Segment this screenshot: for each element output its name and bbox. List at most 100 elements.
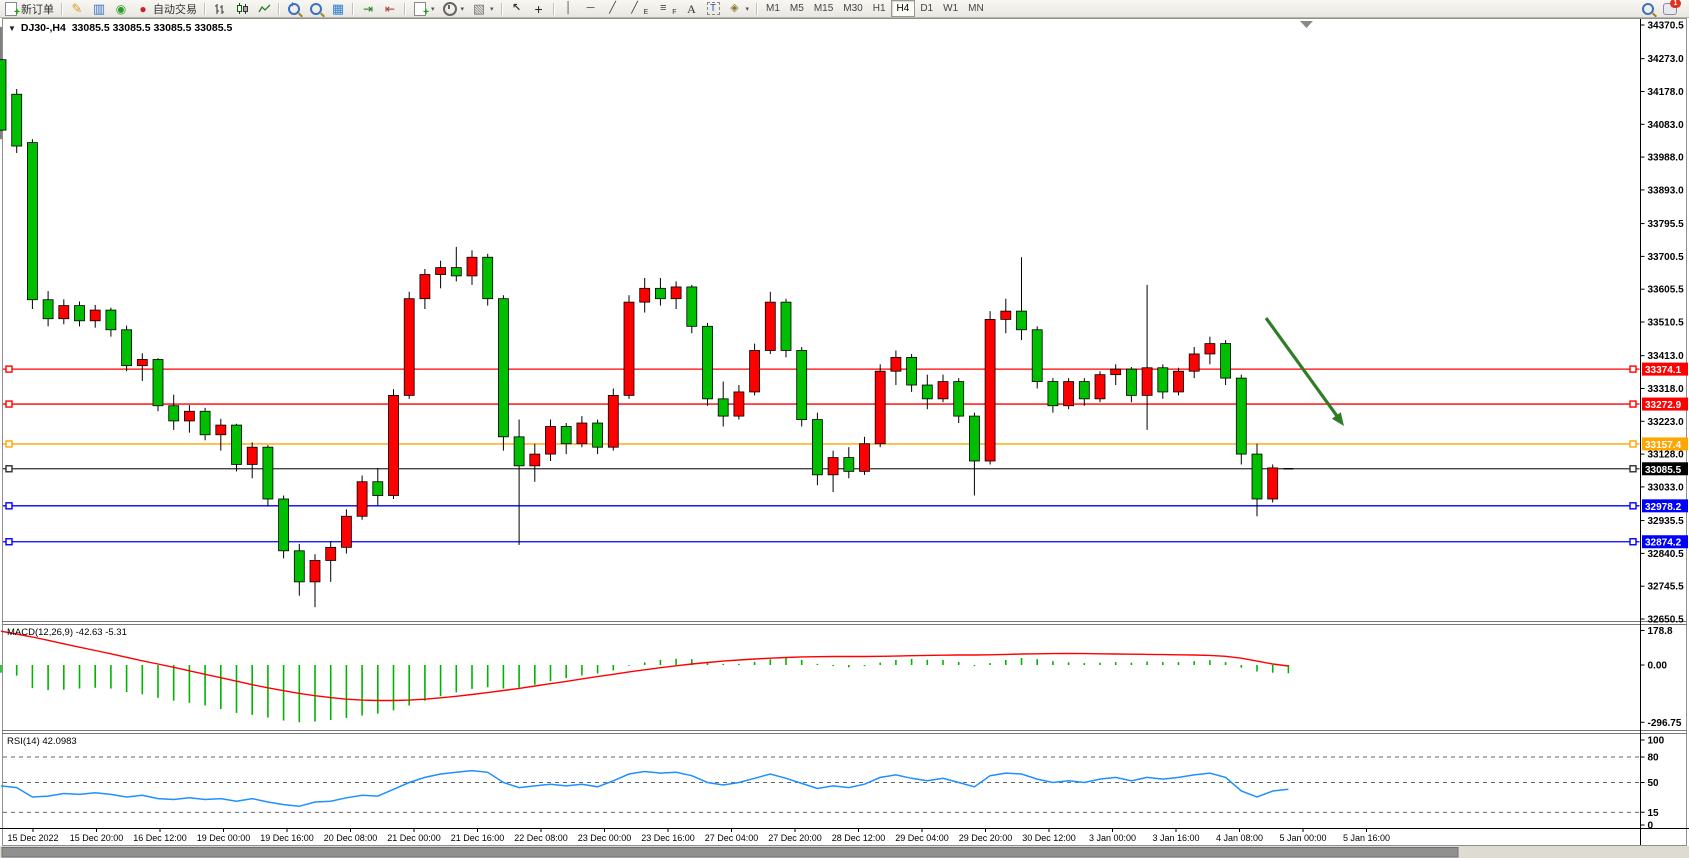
tab-mn[interactable]: MN bbox=[968, 3, 984, 14]
svg-text:33272.9: 33272.9 bbox=[1645, 400, 1682, 411]
notifications-button[interactable]: 1 bbox=[1659, 0, 1681, 16]
macd-signal-line bbox=[0, 630, 1289, 702]
arrows-tool-button[interactable]: ◈ ▾ bbox=[724, 1, 754, 16]
candle bbox=[262, 446, 274, 500]
fibonacci-button[interactable]: ≡ F bbox=[652, 1, 680, 17]
signals-button[interactable]: ◉ bbox=[110, 1, 132, 16]
horizontal-line-button[interactable]: ─ bbox=[580, 1, 602, 16]
candle bbox=[168, 405, 180, 422]
market-watch-button[interactable]: ▥ bbox=[88, 1, 110, 16]
trendline-icon: ╱ bbox=[609, 2, 616, 14]
candle-chart-button[interactable] bbox=[231, 1, 253, 16]
candle bbox=[340, 515, 352, 548]
hline-handle bbox=[1629, 400, 1637, 408]
new-order-button[interactable]: + 新订单 bbox=[0, 1, 58, 17]
candle bbox=[325, 546, 337, 561]
channel-sub-label: E bbox=[643, 9, 649, 16]
candle bbox=[937, 381, 949, 400]
toolbar-separator bbox=[352, 2, 354, 15]
trendline-button[interactable]: ╱ bbox=[602, 1, 624, 16]
search-icon bbox=[1641, 2, 1655, 16]
svg-text:32874.2: 32874.2 bbox=[1645, 538, 1682, 549]
price-tag bbox=[1642, 362, 1688, 376]
candles bbox=[0, 26, 1294, 608]
scrollbar-thumb[interactable] bbox=[1, 847, 1459, 858]
tab-m15[interactable]: M15 bbox=[813, 3, 834, 14]
candle bbox=[1016, 310, 1027, 331]
tab-h4[interactable]: H4 bbox=[890, 0, 916, 17]
new-order-icon: + bbox=[4, 1, 20, 17]
chat-bubble-icon: 1 bbox=[1663, 0, 1681, 16]
candle bbox=[890, 356, 902, 372]
macd-indicator-label: MACD(12,26,9) -42.63 -5.31 bbox=[7, 627, 127, 638]
horizontal-scrollbar[interactable] bbox=[0, 846, 1689, 858]
candle bbox=[921, 384, 933, 400]
svg-text:33128.0: 33128.0 bbox=[1648, 450, 1685, 461]
time-axis[interactable]: 15 Dec 2022 15 Dec 20:00 16 Dec 12:00 19 De… bbox=[7, 828, 1390, 843]
indicators-button[interactable]: + ▾ bbox=[409, 1, 439, 17]
candle bbox=[670, 286, 682, 300]
toolbar-separator bbox=[61, 2, 63, 15]
chart-shift-marker bbox=[1300, 21, 1313, 28]
search-button[interactable] bbox=[1637, 1, 1659, 16]
svg-text:4 Jan 08:00: 4 Jan 08:00 bbox=[1216, 833, 1263, 843]
candle bbox=[874, 370, 886, 445]
candle bbox=[58, 305, 70, 320]
tab-m30[interactable]: M30 bbox=[843, 3, 863, 14]
zoom-out-button[interactable]: - bbox=[305, 0, 327, 16]
candle bbox=[749, 350, 760, 393]
horizontal-line-icon: ─ bbox=[586, 2, 595, 14]
drawing-objects[interactable] bbox=[1264, 317, 1344, 426]
candle bbox=[403, 298, 415, 396]
candle bbox=[388, 394, 399, 496]
indicators-icon: + bbox=[413, 1, 429, 17]
line-chart-icon bbox=[257, 2, 271, 16]
candle bbox=[1047, 381, 1059, 407]
candle bbox=[576, 422, 588, 445]
dropdown-arrow-icon: ▼ bbox=[8, 24, 16, 33]
zoom-in-button[interactable]: + bbox=[283, 0, 305, 16]
autotrading-button[interactable]: ● 自动交易 bbox=[132, 1, 201, 16]
price-axis[interactable]: 34370.5 34273.0 34178.0 34083.0 33988.0 33893… bbox=[1640, 21, 1685, 626]
metaeditor-button[interactable]: ✎ bbox=[66, 1, 88, 16]
macd-pane: 178.8 0.00 -296.75 bbox=[0, 626, 1682, 729]
chart-shift-button[interactable]: ⇤ bbox=[379, 1, 401, 16]
crosshair-button[interactable]: + bbox=[528, 1, 550, 16]
svg-text:33157.4: 33157.4 bbox=[1645, 440, 1682, 451]
tab-w1[interactable]: W1 bbox=[943, 3, 959, 14]
periods-button[interactable]: ▾ bbox=[439, 1, 469, 16]
cursor-button[interactable]: ↖ bbox=[506, 1, 528, 16]
vertical-line-button[interactable]: │ bbox=[558, 1, 580, 16]
svg-text:32935.5: 32935.5 bbox=[1648, 516, 1685, 527]
svg-text:33510.5: 33510.5 bbox=[1648, 318, 1685, 329]
bar-chart-button[interactable] bbox=[209, 1, 231, 16]
line-chart-button[interactable] bbox=[253, 1, 275, 16]
svg-text:15 Dec 20:00: 15 Dec 20:00 bbox=[70, 833, 124, 843]
candle bbox=[0, 59, 7, 131]
chart-title[interactable]: ▼ DJ30-,H4 33085.5 33085.5 33085.5 33085.… bbox=[8, 22, 232, 34]
tab-m1[interactable]: M1 bbox=[766, 3, 780, 14]
price-tag bbox=[1642, 499, 1688, 513]
tile-windows-button[interactable]: ▦ bbox=[327, 1, 349, 16]
svg-text:34370.5: 34370.5 bbox=[1648, 21, 1685, 32]
tab-d1[interactable]: D1 bbox=[920, 3, 934, 14]
candle bbox=[1000, 310, 1012, 320]
auto-scroll-button[interactable]: ⇥ bbox=[357, 1, 379, 16]
trend-arrow-head bbox=[1331, 412, 1344, 426]
candle bbox=[717, 398, 729, 417]
tab-h1[interactable]: H1 bbox=[872, 3, 886, 14]
templates-button[interactable]: ▧ ▾ bbox=[468, 1, 498, 16]
toolbar-separator bbox=[204, 2, 206, 15]
svg-text:100: 100 bbox=[1648, 736, 1665, 747]
svg-text:0.00: 0.00 bbox=[1648, 661, 1668, 672]
text-button[interactable]: A bbox=[681, 1, 703, 16]
svg-text:80: 80 bbox=[1648, 753, 1660, 764]
tab-m5[interactable]: M5 bbox=[789, 3, 804, 14]
chevron-down-icon: ▾ bbox=[490, 5, 494, 13]
horizontal-lines[interactable]: 33374.1 33272.9 33157.4 33085.5 32978.2 32874… bbox=[3, 362, 1688, 549]
text-label-icon: T bbox=[706, 2, 720, 15]
text-label-button[interactable]: T bbox=[703, 1, 724, 16]
equidistant-channel-button[interactable]: ╱ E bbox=[624, 1, 653, 17]
candle bbox=[1251, 453, 1263, 500]
